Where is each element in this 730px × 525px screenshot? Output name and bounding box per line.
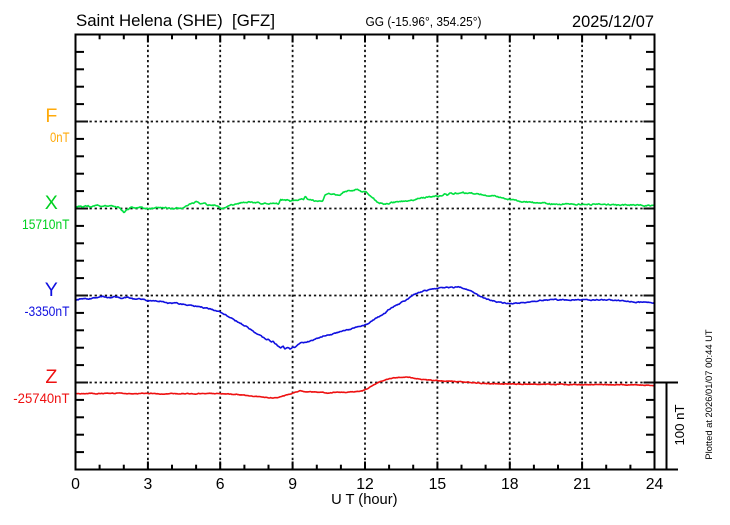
svg-text:6: 6 [216, 476, 225, 493]
svg-text:9: 9 [288, 476, 297, 493]
svg-text:-3350nT: -3350nT [25, 304, 70, 320]
svg-text:2025/12/07: 2025/12/07 [572, 12, 654, 31]
svg-text:0nT: 0nT [50, 130, 70, 146]
svg-text:Saint Helena (SHE) [GFZ]: Saint Helena (SHE) [GFZ] [76, 12, 275, 30]
svg-text:F: F [45, 105, 57, 127]
svg-text:100 nT: 100 nT [672, 404, 687, 445]
svg-text:Z: Z [45, 366, 57, 388]
svg-text:0: 0 [71, 476, 80, 493]
svg-text:15710nT: 15710nT [22, 217, 70, 233]
svg-text:24: 24 [646, 476, 664, 493]
svg-text:18: 18 [501, 476, 519, 493]
svg-text:21: 21 [573, 476, 591, 493]
svg-text:U T (hour): U T (hour) [331, 492, 397, 508]
svg-text:12: 12 [356, 476, 374, 493]
svg-text:3: 3 [144, 476, 153, 493]
svg-text:15: 15 [429, 476, 447, 493]
svg-text:GG (-15.96°, 354.25°): GG (-15.96°, 354.25°) [366, 14, 482, 29]
svg-text:Y: Y [45, 279, 58, 301]
svg-text:X: X [45, 192, 58, 214]
svg-text:Plotted at 2026/01/07 00:44 UT: Plotted at 2026/01/07 00:44 UT [703, 329, 714, 460]
svg-text:-25740nT: -25740nT [13, 391, 70, 407]
